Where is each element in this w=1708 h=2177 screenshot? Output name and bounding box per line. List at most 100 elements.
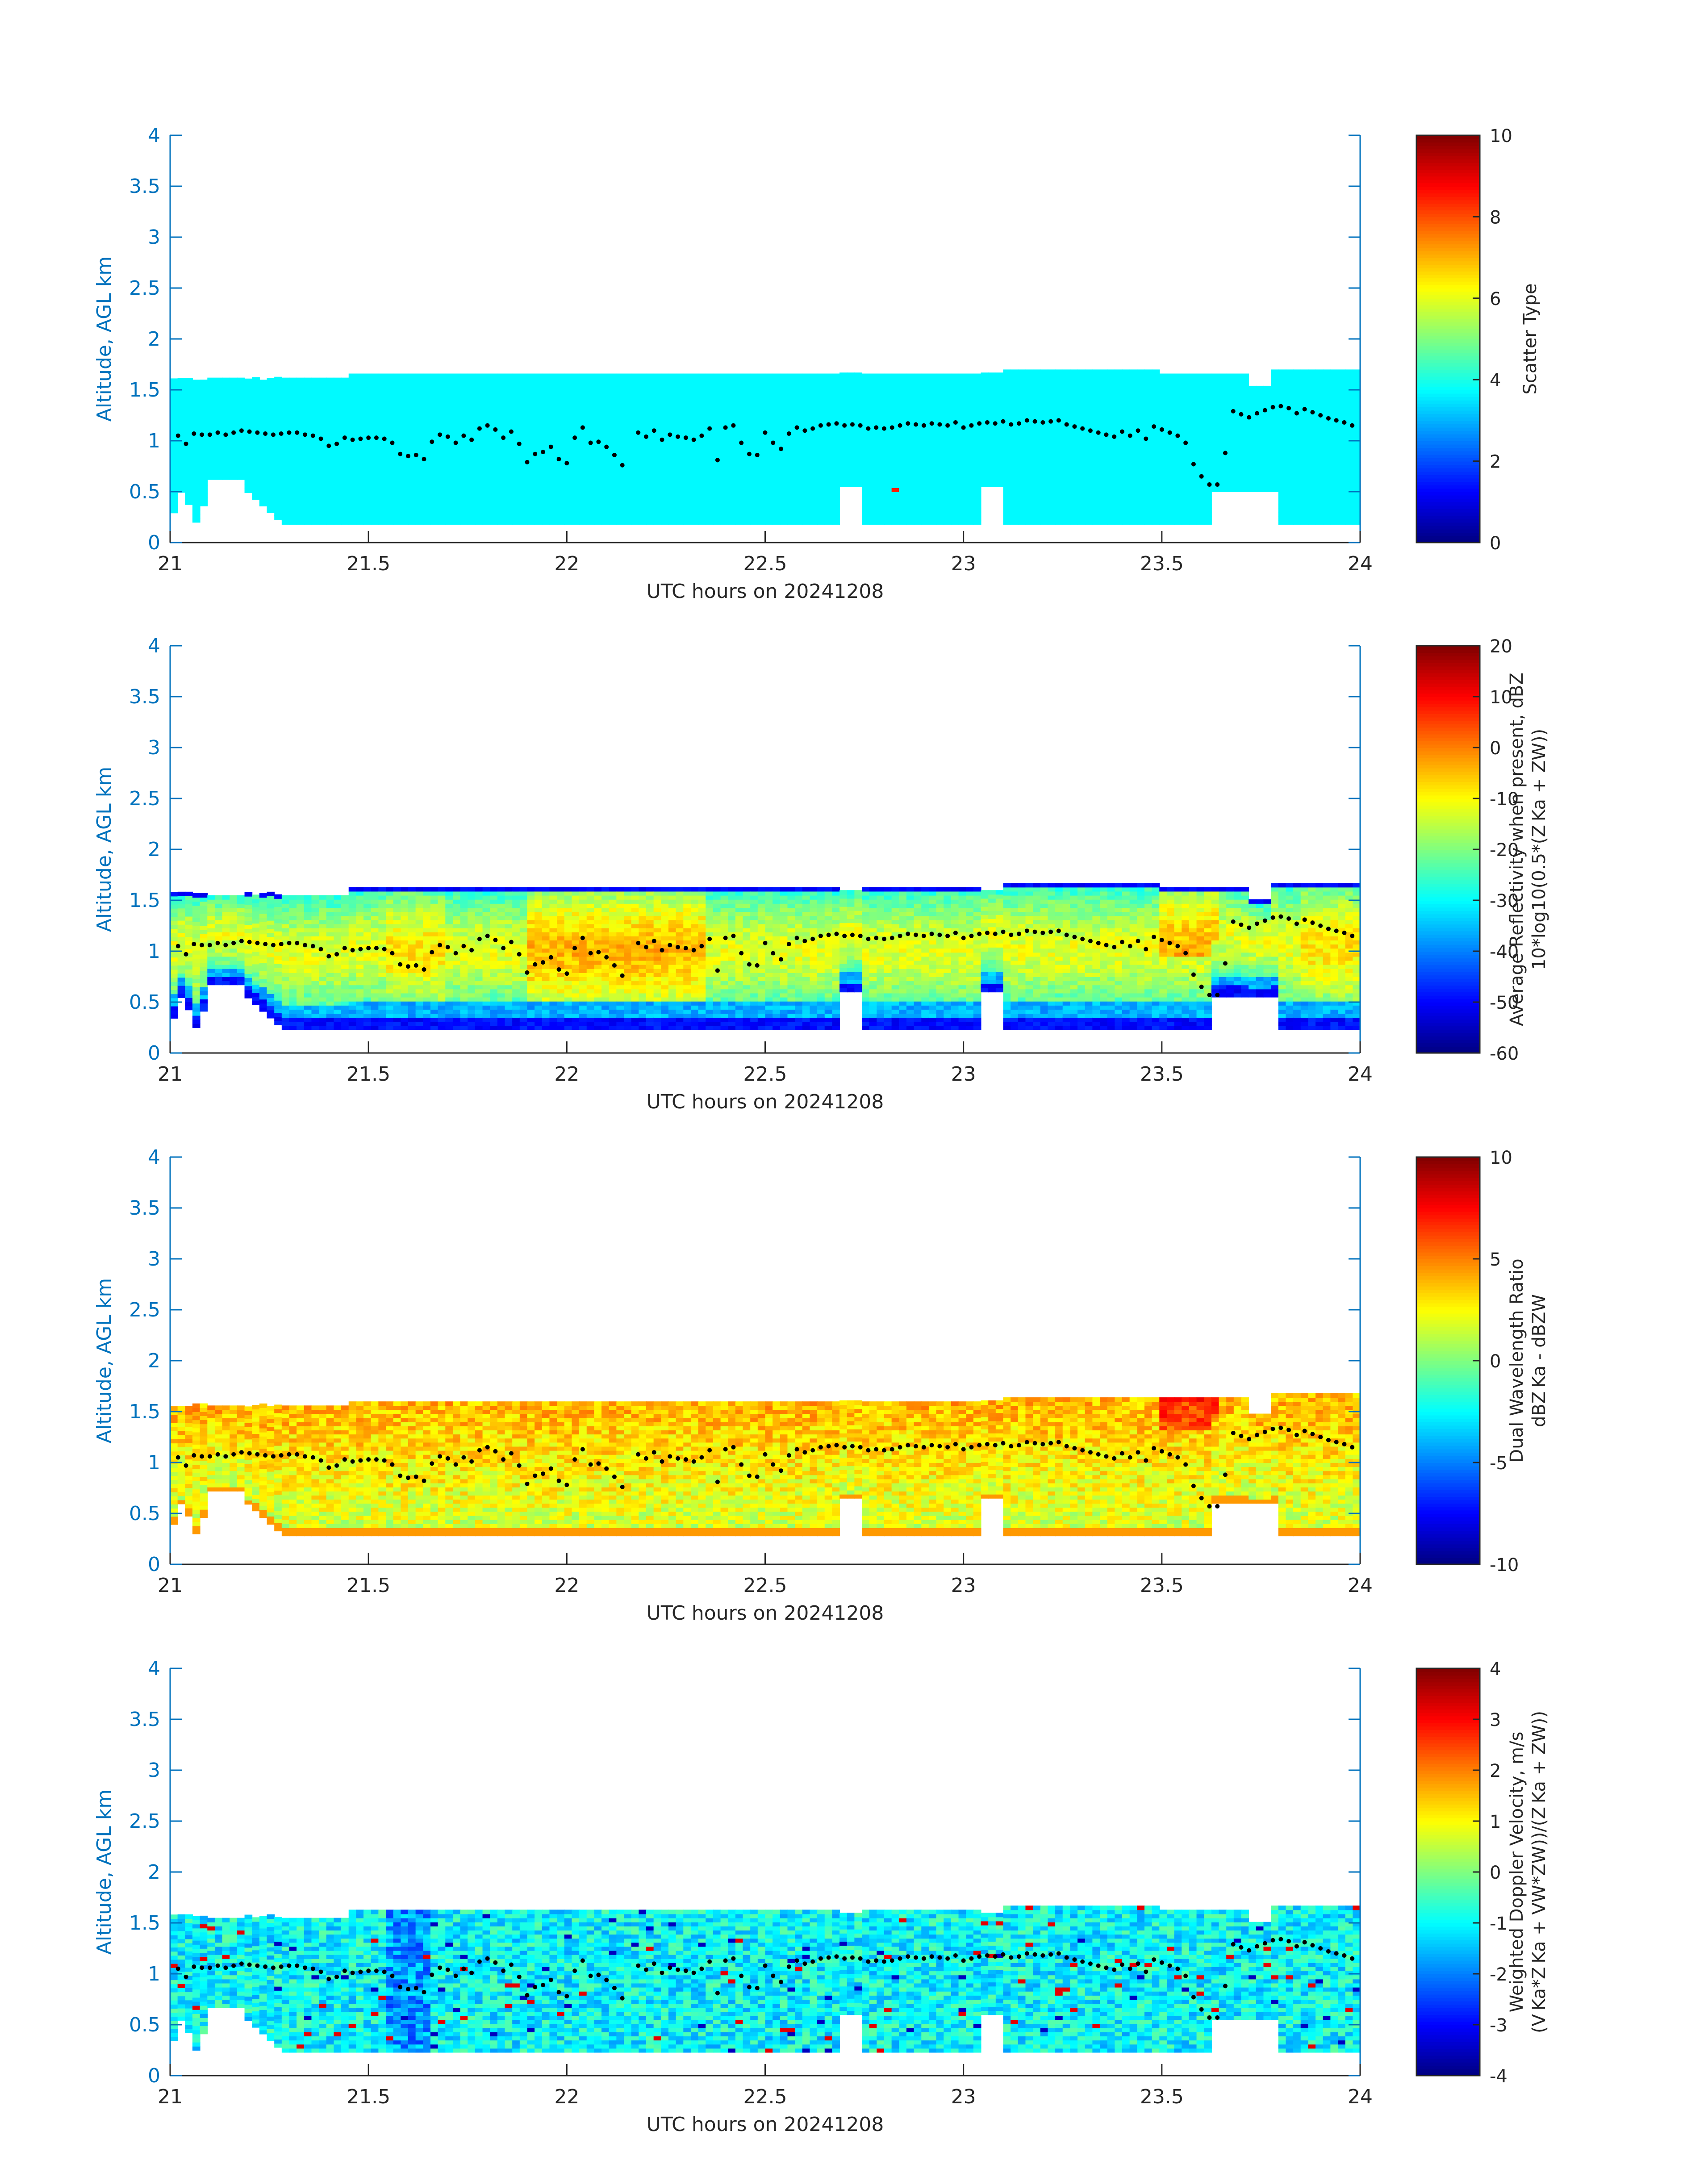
heatmap-cell — [408, 414, 416, 419]
heatmap-cell — [185, 378, 193, 383]
heatmap-cell — [535, 459, 543, 464]
heatmap-cell — [847, 446, 855, 450]
heatmap-cell — [862, 386, 870, 390]
heatmap-cell — [1011, 447, 1019, 451]
heatmap-cell — [1100, 520, 1108, 525]
heatmap-cell — [1063, 480, 1071, 484]
heatmap-cell — [535, 516, 543, 521]
heatmap-cell — [601, 435, 610, 439]
heatmap-cell — [1025, 410, 1033, 415]
heatmap-cell — [468, 451, 476, 455]
heatmap-cell — [1018, 476, 1026, 480]
heatmap-cell — [252, 389, 260, 394]
heatmap-cell — [296, 439, 305, 443]
heatmap-cell — [512, 520, 520, 525]
heatmap-cell — [832, 430, 840, 435]
heatmap-cell — [594, 516, 602, 521]
heatmap-cell — [713, 382, 721, 386]
heatmap-cell — [557, 378, 565, 382]
heatmap-cell — [944, 451, 952, 455]
heatmap-cell — [810, 422, 818, 427]
heatmap-cell — [966, 471, 974, 476]
heatmap-cell — [252, 426, 260, 430]
heatmap-cell — [289, 426, 297, 431]
heatmap-cell — [1040, 463, 1048, 468]
heatmap-cell — [356, 471, 364, 476]
heatmap-cell — [1130, 374, 1138, 378]
heatmap-cell — [1077, 422, 1086, 427]
heatmap-cell — [802, 382, 810, 386]
heatmap-cell — [780, 426, 788, 431]
heatmap-cell — [423, 382, 431, 386]
heatmap-cell — [535, 512, 543, 517]
heatmap-cell — [839, 393, 848, 397]
heatmap-cell — [988, 430, 996, 434]
heatmap-cell — [341, 451, 349, 455]
heatmap-cell — [505, 467, 513, 472]
heatmap-cell — [438, 488, 446, 492]
heatmap-cell — [884, 382, 892, 386]
heatmap-cell — [668, 451, 677, 455]
heatmap-cell — [802, 414, 810, 419]
heatmap-cell — [847, 372, 855, 377]
heatmap-cell — [356, 443, 364, 447]
heatmap-cell — [654, 394, 662, 398]
heatmap-cell — [721, 447, 729, 451]
heatmap-cell — [959, 496, 967, 500]
heatmap-cell — [951, 435, 959, 439]
heatmap-cell — [1018, 496, 1026, 500]
heatmap-cell — [631, 378, 639, 382]
heatmap-cell — [981, 462, 989, 467]
heatmap-cell — [795, 374, 803, 378]
heatmap-cell — [1070, 374, 1078, 378]
heatmap-cell — [750, 500, 758, 504]
heatmap-cell — [624, 418, 632, 423]
heatmap-cell — [966, 508, 974, 512]
heatmap-cell — [1048, 369, 1056, 374]
heatmap-cell — [787, 500, 795, 504]
heatmap-cell — [854, 442, 862, 446]
heatmap-cell — [178, 407, 186, 411]
heatmap-cell — [646, 467, 654, 472]
heatmap-cell — [1107, 414, 1115, 419]
heatmap-cell — [408, 496, 416, 500]
heatmap-cell — [542, 492, 550, 496]
heatmap-cell — [378, 496, 386, 500]
heatmap-cell — [996, 389, 1004, 393]
heatmap-cell — [899, 496, 907, 500]
heatmap-cell — [706, 386, 714, 390]
heatmap-cell — [1159, 447, 1167, 451]
heatmap-cell — [914, 500, 922, 504]
heatmap-cell — [356, 496, 364, 500]
heatmap-cell — [825, 418, 833, 423]
heatmap-cell — [1040, 443, 1048, 447]
heatmap-cell — [936, 467, 944, 472]
heatmap-cell — [408, 386, 416, 390]
heatmap-cell — [460, 508, 468, 512]
heatmap-cell — [988, 397, 996, 401]
heatmap-cell — [832, 480, 840, 484]
heatmap-cell — [393, 443, 401, 447]
heatmap-cell — [416, 447, 424, 451]
heatmap-cell — [1055, 394, 1063, 398]
heatmap-cell — [1063, 439, 1071, 443]
heatmap-cell — [483, 451, 491, 455]
heatmap-cell — [646, 508, 654, 512]
heatmap-cell — [289, 439, 297, 443]
heatmap-cell — [862, 484, 870, 488]
heatmap-cell — [1011, 374, 1019, 378]
heatmap-cell — [1100, 402, 1108, 406]
heatmap-cell — [832, 398, 840, 402]
heatmap-cell — [810, 394, 818, 398]
heatmap-cell — [706, 382, 714, 386]
heatmap-cell — [839, 466, 848, 471]
heatmap-cell — [304, 394, 312, 398]
heatmap-cell — [408, 447, 416, 451]
heatmap-cell — [988, 426, 996, 430]
heatmap-cell — [646, 406, 654, 410]
heatmap-cell — [1115, 443, 1123, 447]
heatmap-cell — [319, 451, 327, 455]
heatmap-cell — [408, 467, 416, 472]
heatmap-cell — [1144, 422, 1153, 427]
heatmap-cell — [401, 512, 409, 517]
